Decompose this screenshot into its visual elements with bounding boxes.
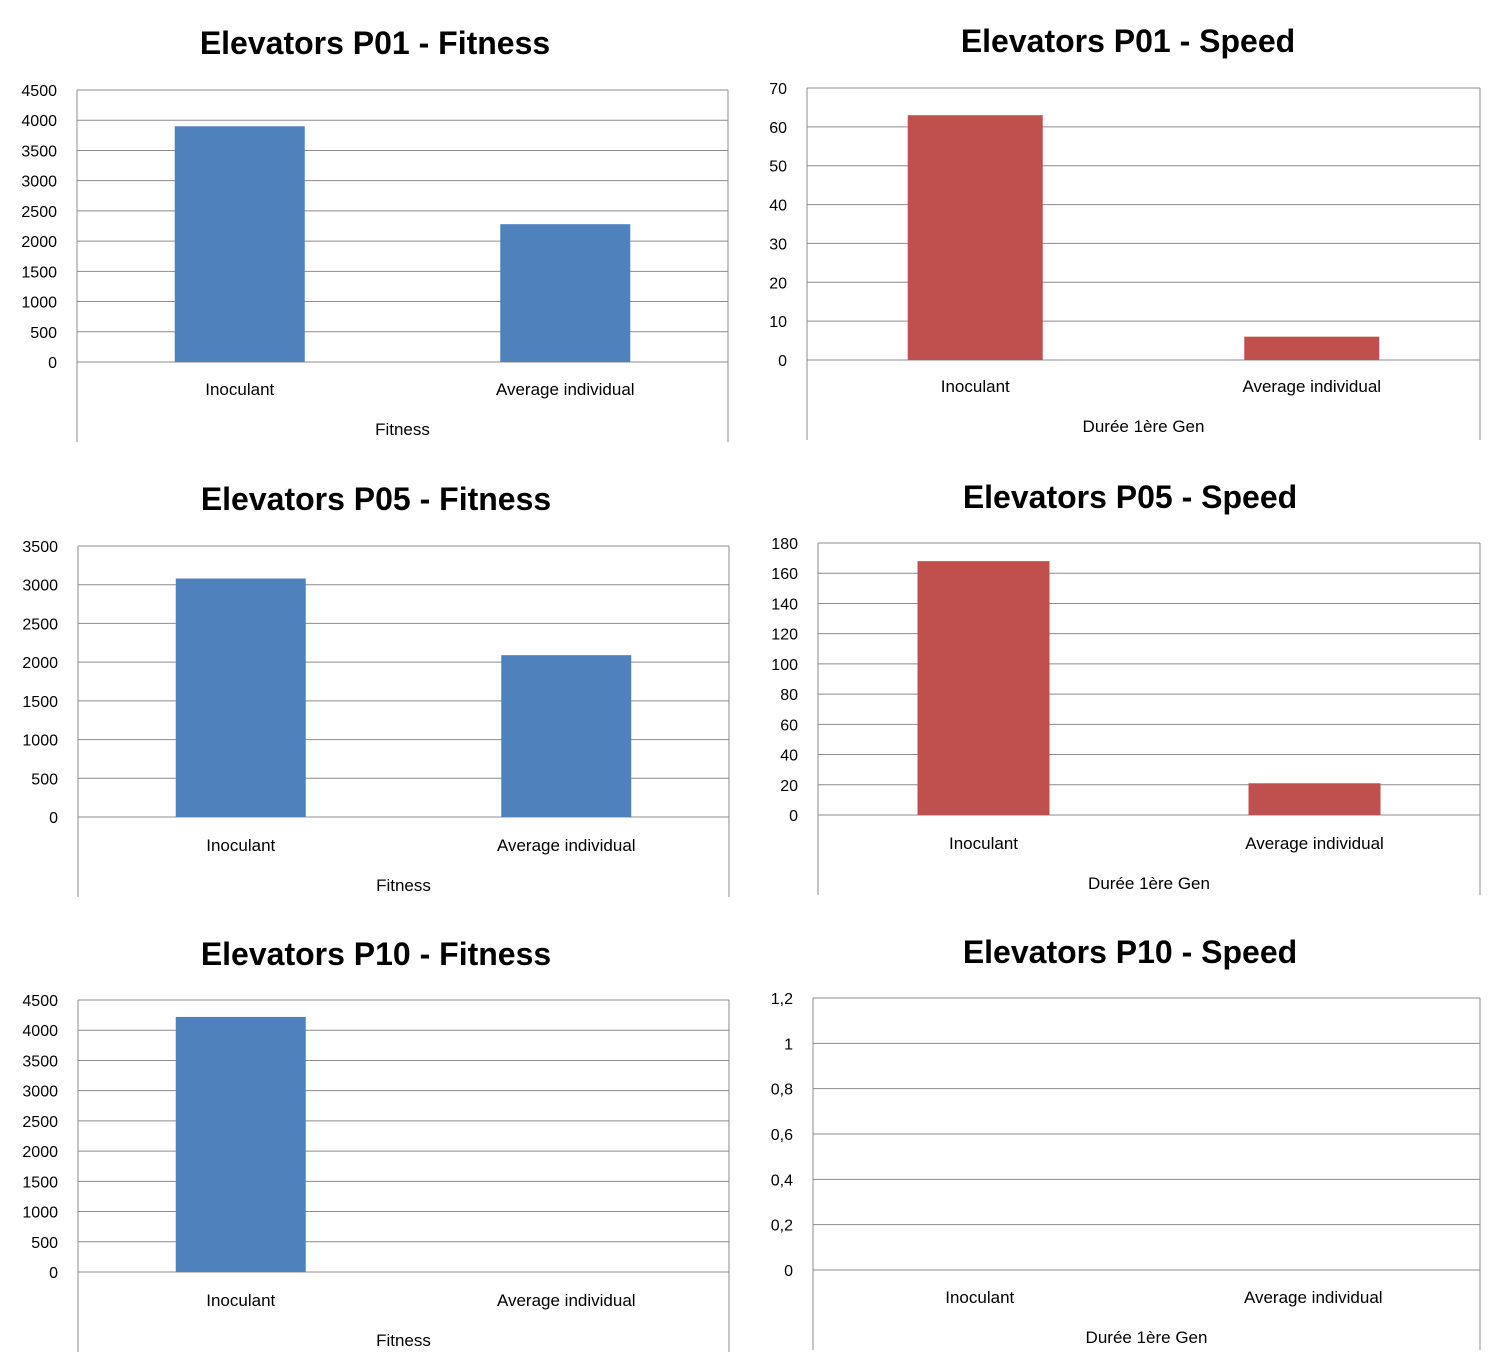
bar — [907, 115, 1043, 360]
y-tick-label: 1500 — [21, 264, 57, 281]
x-category-label: Inoculant — [941, 377, 1010, 396]
y-tick-label: 40 — [769, 198, 787, 215]
y-tick-label: 60 — [769, 120, 787, 137]
x-category-label: Inoculant — [206, 1291, 275, 1310]
y-tick-label: 3000 — [22, 1084, 58, 1101]
y-tick-label: 140 — [771, 596, 798, 613]
x-axis-title: Durée 1ère Gen — [1083, 417, 1205, 436]
x-category-label: Inoculant — [206, 836, 275, 855]
x-axis-title: Durée 1ère Gen — [1088, 874, 1210, 893]
y-tick-label: 0,6 — [771, 1127, 793, 1144]
y-tick-label: 2500 — [21, 204, 57, 221]
chart-title: Elevators P05 - Fitness — [201, 481, 551, 517]
y-tick-label: 500 — [31, 771, 58, 788]
y-tick-label: 2000 — [22, 655, 58, 672]
x-category-label: Average individual — [1245, 834, 1384, 853]
y-tick-label: 2500 — [22, 616, 58, 633]
x-category-label: Inoculant — [949, 834, 1018, 853]
y-tick-label: 60 — [780, 717, 798, 734]
bar — [175, 578, 306, 817]
y-tick-label: 1500 — [22, 694, 58, 711]
y-tick-label: 80 — [780, 687, 798, 704]
y-tick-label: 500 — [31, 1235, 58, 1252]
y-tick-label: 4000 — [21, 113, 57, 130]
y-tick-label: 70 — [769, 81, 787, 98]
chart-title: Elevators P01 - Speed — [961, 23, 1295, 59]
y-tick-label: 0 — [49, 810, 58, 827]
y-tick-label: 0,2 — [771, 1218, 793, 1235]
y-tick-label: 40 — [780, 748, 798, 765]
y-tick-label: 120 — [771, 627, 798, 644]
y-tick-label: 0,4 — [771, 1172, 793, 1189]
x-axis-title: Fitness — [376, 876, 431, 895]
bar — [174, 126, 305, 363]
y-tick-label: 2000 — [22, 1144, 58, 1161]
y-tick-label: 20 — [780, 778, 798, 795]
y-tick-label: 100 — [771, 657, 798, 674]
y-tick-label: 4000 — [22, 1023, 58, 1040]
y-tick-label: 50 — [769, 159, 787, 176]
y-tick-label: 1000 — [22, 733, 58, 750]
y-tick-label: 10 — [769, 314, 787, 331]
x-category-label: Inoculant — [945, 1288, 1014, 1307]
y-tick-label: 180 — [771, 536, 798, 553]
chart-title: Elevators P10 - Fitness — [201, 936, 551, 972]
y-tick-label: 500 — [30, 325, 57, 342]
y-tick-label: 1000 — [22, 1205, 58, 1222]
y-tick-label: 0 — [48, 355, 57, 372]
y-tick-label: 3000 — [21, 174, 57, 191]
y-tick-label: 0,8 — [771, 1082, 793, 1099]
x-category-label: Average individual — [497, 1291, 636, 1310]
y-tick-label: 1500 — [22, 1174, 58, 1191]
x-axis-title: Fitness — [376, 1331, 431, 1350]
y-tick-label: 30 — [769, 236, 787, 253]
y-tick-label: 1000 — [21, 295, 57, 312]
x-axis-title: Durée 1ère Gen — [1086, 1328, 1208, 1347]
bar — [175, 1016, 306, 1272]
chart-title: Elevators P10 - Speed — [963, 934, 1297, 970]
x-category-label: Average individual — [496, 380, 635, 399]
y-tick-label: 3500 — [21, 143, 57, 160]
y-tick-label: 3000 — [22, 578, 58, 595]
y-tick-label: 0 — [49, 1265, 58, 1282]
bar — [501, 655, 632, 817]
y-tick-label: 4500 — [22, 993, 58, 1010]
x-category-label: Inoculant — [205, 380, 274, 399]
y-tick-label: 1 — [784, 1036, 793, 1053]
y-tick-label: 2500 — [22, 1114, 58, 1131]
y-tick-label: 160 — [771, 566, 798, 583]
x-category-label: Average individual — [1244, 1288, 1383, 1307]
y-tick-label: 4500 — [21, 83, 57, 100]
y-tick-label: 20 — [769, 275, 787, 292]
chart-title: Elevators P01 - Fitness — [200, 25, 550, 61]
x-category-label: Average individual — [1242, 377, 1381, 396]
x-category-label: Average individual — [497, 836, 636, 855]
y-tick-label: 3500 — [22, 539, 58, 556]
chart-title: Elevators P05 - Speed — [963, 479, 1297, 515]
y-tick-label: 3500 — [22, 1053, 58, 1070]
y-tick-label: 1,2 — [771, 991, 793, 1008]
bar — [500, 224, 631, 362]
y-tick-label: 2000 — [21, 234, 57, 251]
bar — [1248, 783, 1381, 815]
x-axis-title: Fitness — [375, 420, 430, 439]
y-tick-label: 0 — [778, 353, 787, 370]
y-tick-label: 0 — [784, 1263, 793, 1280]
y-tick-label: 0 — [789, 808, 798, 825]
bar — [1244, 336, 1380, 360]
bar — [917, 561, 1050, 815]
